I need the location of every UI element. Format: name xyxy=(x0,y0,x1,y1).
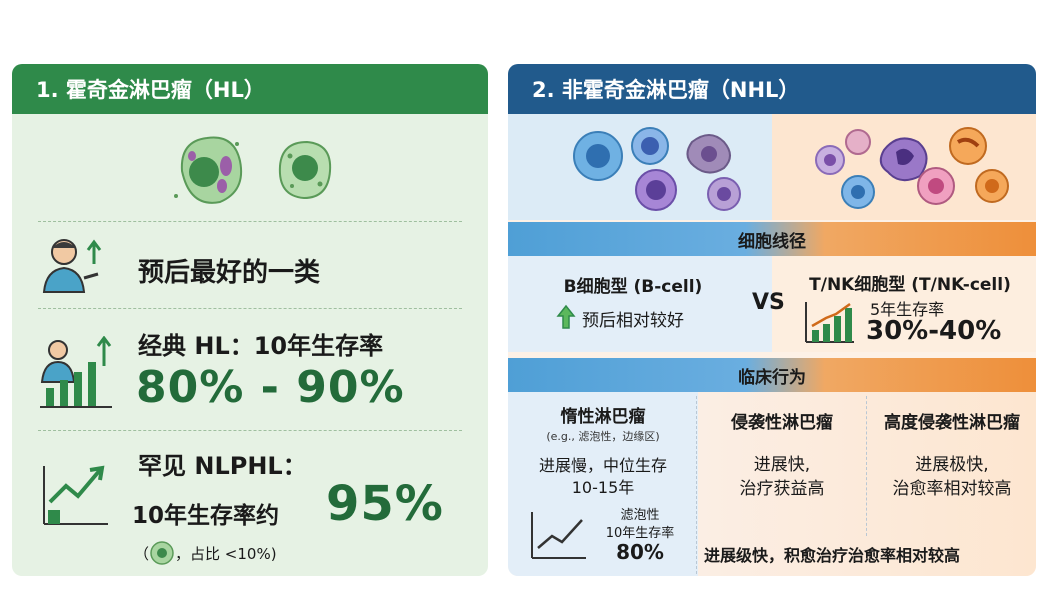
hl-rare-rate-label: 10年生存率约 xyxy=(132,503,280,529)
aggressive-section-bg xyxy=(698,392,1036,576)
nhl-header: 2. 非霍奇金淋巴瘤（NHL） xyxy=(508,64,1036,114)
highly-aggressive-desc-1: 进展极快, xyxy=(915,455,989,475)
nhl-panel: 2. 非霍奇金淋巴瘤（NHL） 细胞线径 B细胞型 (B-cell) 预后相对较… xyxy=(508,64,1036,576)
tnk-survival-value: 30%-40% xyxy=(866,316,1002,346)
nhl-footer: 进展级快，积愈治疗治愈率相对较高 xyxy=(704,546,961,565)
behavior-divider-1 xyxy=(696,396,697,574)
aggressive-title: 侵袭性淋巴瘤 xyxy=(731,413,833,433)
hl-header: 1. 霍奇金淋巴瘤（HL） xyxy=(12,64,488,114)
lineage-band: 细胞线径 xyxy=(508,222,1036,256)
bcell-label: B细胞型 (B-cell) xyxy=(563,277,703,297)
hl-panel: 1. 霍奇金淋巴瘤（HL） 预后最好的一类 xyxy=(12,64,488,576)
hl-rare-rate-value: 95% xyxy=(326,476,444,532)
hodgkin-cell-icon xyxy=(174,136,332,204)
indolent-subtitle: (e.g., 滤泡性，边缘区) xyxy=(546,430,660,443)
aggressive-desc-2: 治疗获益高 xyxy=(739,479,825,499)
bcell-section-bg xyxy=(508,256,772,352)
bar-chart-up-icon xyxy=(40,336,112,408)
tnk-bar-chart-icon xyxy=(805,302,854,343)
hl-prognosis: 预后最好的一类 xyxy=(138,258,321,288)
indolent-desc-2: 10-15年 xyxy=(571,478,635,497)
hl-rare-note-open: （ xyxy=(134,544,150,563)
highly-aggressive-title: 高度侵袭性淋巴瘤 xyxy=(884,413,1020,433)
behavior-band: 临床行为 xyxy=(508,358,1036,392)
indolent-desc-1: 进展慢，中位生存 xyxy=(538,456,667,475)
arrow-up-icon xyxy=(556,304,576,329)
follicular-label-2: 10年生存率 xyxy=(605,526,675,541)
trend-line-up-icon xyxy=(43,465,108,525)
follicular-label-1: 滤泡性 xyxy=(620,508,660,523)
hl-classic-value: 80% - 90% xyxy=(136,362,405,413)
tnk-cells-icon xyxy=(815,127,1009,209)
follicular-value: 80% xyxy=(616,540,664,564)
hl-classic-label: 经典 HL：10年生存率 xyxy=(138,332,384,360)
bcell-prognosis: 预后相对较好 xyxy=(582,311,684,331)
aggressive-desc-1: 进展快, xyxy=(753,455,811,475)
behavior-divider-2 xyxy=(866,396,867,536)
tnk-survival-label: 5年生存率 xyxy=(870,300,945,319)
hl-rare-note-row: （ ，占比 <10%) xyxy=(134,540,277,566)
vs-label: VS xyxy=(752,290,785,315)
bcell-cells-icon xyxy=(573,127,741,211)
follicular-trend-icon xyxy=(531,512,586,559)
indolent-title: 惰性淋巴瘤 xyxy=(560,407,646,427)
highly-aggressive-desc-2: 治愈率相对较高 xyxy=(892,479,1012,499)
person-growth-icon xyxy=(42,239,102,293)
tnk-label: T/NK细胞型 (T/NK-cell) xyxy=(809,275,1011,295)
nlphl-cell-icon xyxy=(150,541,174,565)
hl-rare-label: 罕见 NLPHL： xyxy=(138,452,307,480)
hl-rare-note: ，占比 <10%) xyxy=(175,544,277,563)
